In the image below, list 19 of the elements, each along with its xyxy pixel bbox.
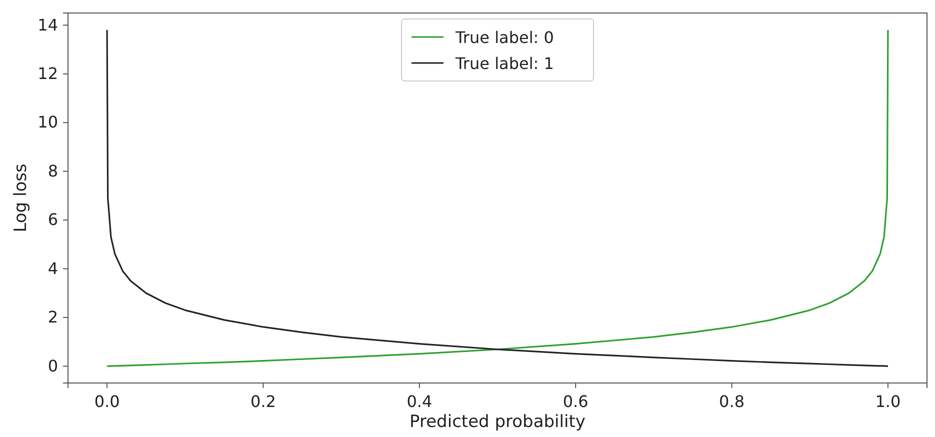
legend-label: True label: 1: [454, 54, 554, 73]
y-tick-label: 12: [38, 64, 58, 84]
x-tick-label: 0.0: [94, 392, 120, 411]
y-tick-label: 14: [38, 15, 58, 34]
x-tick-label: 0.6: [562, 392, 588, 411]
x-tick-label: 1.0: [875, 392, 901, 411]
y-tick-label: 4: [48, 258, 58, 278]
x-tick-label: 0.4: [406, 392, 432, 411]
y-axis-title: Log loss: [11, 164, 31, 232]
y-tick-label: 6: [48, 210, 58, 230]
line-series: [106, 29, 889, 367]
y-tick-label: 10: [38, 112, 58, 132]
y-tick-label: 0: [48, 356, 58, 376]
legend-label: True label: 0: [454, 28, 554, 47]
x-tick-label: 0.2: [250, 392, 276, 411]
y-tick-label: 2: [48, 308, 58, 327]
y-tick-label: 8: [48, 161, 58, 180]
x-axis-title: Predicted probability: [410, 412, 586, 432]
x-tick-label: 0.8: [719, 392, 744, 411]
